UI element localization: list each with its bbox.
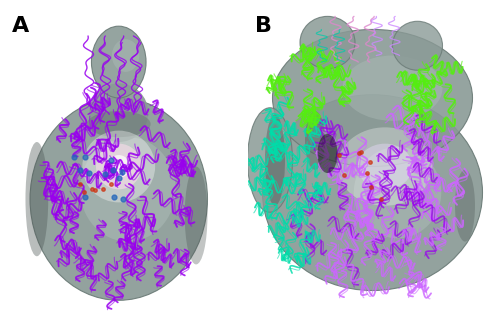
Ellipse shape: [184, 166, 208, 264]
Ellipse shape: [82, 131, 155, 202]
Ellipse shape: [358, 144, 412, 189]
Ellipse shape: [272, 29, 472, 166]
Ellipse shape: [26, 142, 48, 256]
Ellipse shape: [112, 39, 139, 72]
Ellipse shape: [108, 155, 130, 178]
Ellipse shape: [96, 144, 142, 189]
Text: A: A: [12, 16, 29, 36]
Ellipse shape: [92, 26, 146, 98]
Ellipse shape: [265, 114, 285, 206]
Ellipse shape: [80, 137, 176, 241]
Ellipse shape: [300, 16, 355, 69]
Ellipse shape: [392, 21, 442, 70]
Ellipse shape: [318, 134, 338, 173]
Ellipse shape: [338, 127, 432, 206]
Ellipse shape: [89, 83, 148, 142]
Ellipse shape: [354, 147, 442, 238]
Ellipse shape: [455, 170, 475, 241]
Ellipse shape: [30, 98, 208, 300]
Ellipse shape: [248, 108, 292, 212]
Ellipse shape: [305, 111, 325, 170]
Ellipse shape: [87, 111, 150, 137]
Text: B: B: [255, 16, 272, 36]
Ellipse shape: [262, 95, 482, 290]
Ellipse shape: [342, 56, 442, 121]
